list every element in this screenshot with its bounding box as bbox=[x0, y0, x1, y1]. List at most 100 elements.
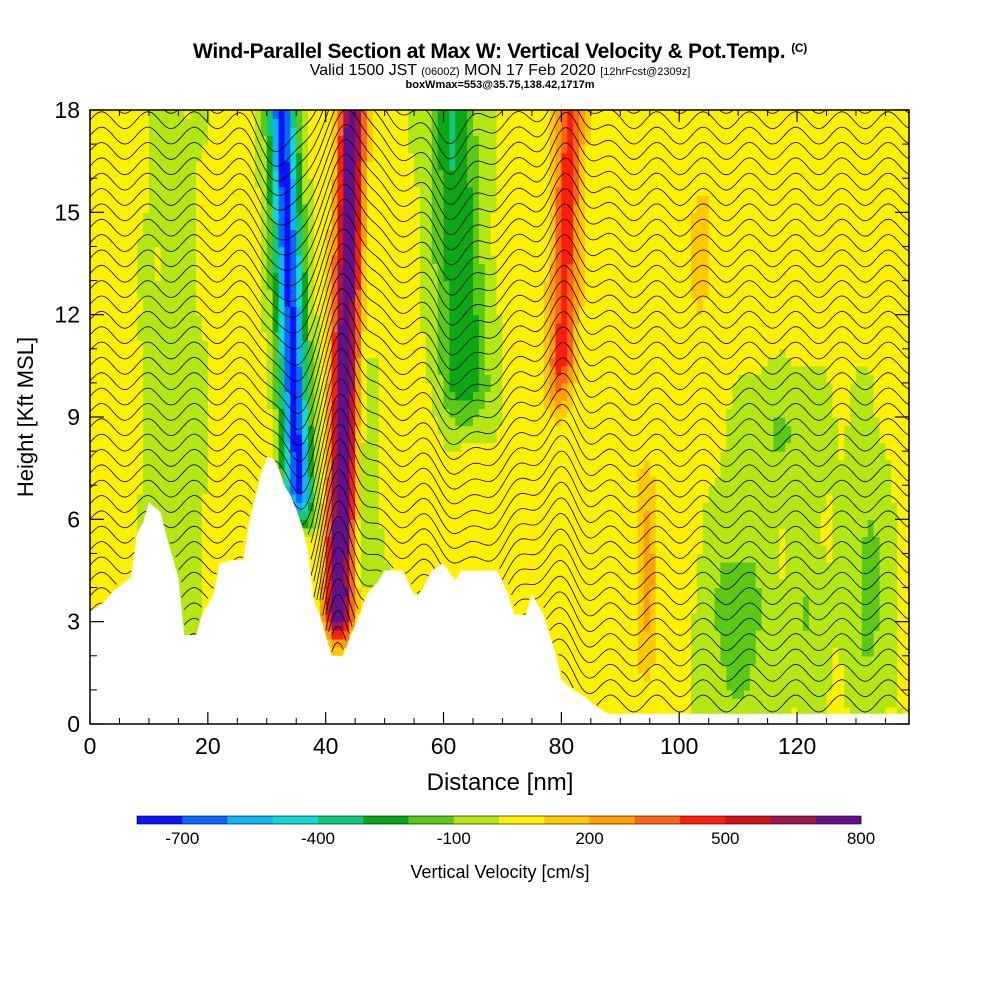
field-cell bbox=[431, 229, 439, 239]
field-cell bbox=[143, 391, 150, 401]
field-cell bbox=[184, 451, 191, 461]
field-cell bbox=[372, 579, 380, 589]
field-cell bbox=[231, 459, 238, 469]
field-cell bbox=[237, 493, 244, 503]
field-cell bbox=[414, 348, 421, 358]
field-cell bbox=[490, 451, 498, 461]
field-cell bbox=[113, 331, 121, 341]
field-cell bbox=[260, 408, 268, 418]
field-cell bbox=[243, 348, 250, 358]
field-cell bbox=[425, 229, 433, 239]
field-cell bbox=[290, 186, 297, 196]
field-cell bbox=[178, 203, 185, 213]
field-cell bbox=[443, 135, 451, 145]
field-cell bbox=[308, 220, 315, 230]
field-cell bbox=[467, 502, 474, 512]
field-cell bbox=[461, 391, 468, 401]
field-cell bbox=[284, 263, 291, 273]
field-cell bbox=[449, 451, 456, 461]
field-cell bbox=[331, 357, 339, 367]
field-cell bbox=[414, 246, 421, 256]
field-cell bbox=[425, 220, 433, 230]
field-cell bbox=[343, 357, 350, 367]
field-cell bbox=[484, 169, 492, 179]
field-cell bbox=[249, 118, 256, 128]
field-cell bbox=[302, 434, 309, 444]
field-cell bbox=[337, 621, 344, 631]
field-cell bbox=[308, 331, 315, 341]
field-cell bbox=[343, 127, 350, 137]
field-cell bbox=[484, 280, 492, 290]
field-cell bbox=[131, 186, 138, 196]
field-cell bbox=[143, 451, 150, 461]
field-cell bbox=[308, 425, 315, 435]
field-cell bbox=[225, 220, 233, 230]
field-cell bbox=[254, 127, 262, 137]
field-cell bbox=[213, 178, 221, 188]
field-cell bbox=[443, 417, 451, 427]
field-cell bbox=[408, 527, 415, 537]
field-cell bbox=[225, 110, 233, 120]
field-cell bbox=[225, 451, 233, 461]
field-cell bbox=[478, 451, 486, 461]
field-cell bbox=[119, 280, 126, 290]
field-cell bbox=[190, 272, 197, 282]
field-cell bbox=[178, 442, 185, 452]
field-cell bbox=[178, 127, 185, 137]
field-cell bbox=[431, 510, 439, 520]
field-cell bbox=[467, 425, 474, 435]
field-cell bbox=[319, 604, 327, 614]
field-cell bbox=[461, 425, 468, 435]
field-cell bbox=[431, 195, 439, 205]
field-cell bbox=[113, 476, 121, 486]
field-cell bbox=[207, 493, 215, 503]
field-cell bbox=[408, 553, 415, 563]
field-cell bbox=[408, 570, 415, 580]
field-cell bbox=[254, 246, 262, 256]
field-cell bbox=[343, 297, 350, 307]
field-cell bbox=[378, 220, 386, 230]
field-cell bbox=[331, 135, 339, 145]
field-cell bbox=[95, 519, 103, 529]
field-cell bbox=[390, 493, 397, 503]
field-cell bbox=[355, 519, 362, 529]
field-cell bbox=[337, 272, 344, 282]
field-cell bbox=[384, 169, 392, 179]
field-cell bbox=[207, 152, 215, 162]
field-cell bbox=[154, 212, 162, 222]
field-cell bbox=[143, 246, 150, 256]
field-cell bbox=[190, 374, 197, 384]
field-cell bbox=[196, 408, 203, 418]
field-cell bbox=[431, 348, 439, 358]
field-cell bbox=[461, 212, 468, 222]
field-cell bbox=[278, 323, 286, 333]
field-cell bbox=[296, 459, 303, 469]
field-cell bbox=[148, 417, 156, 427]
field-cell bbox=[396, 272, 403, 282]
field-cell bbox=[372, 340, 380, 350]
field-cell bbox=[166, 485, 174, 495]
field-cell bbox=[414, 408, 421, 418]
field-cell bbox=[408, 519, 415, 529]
field-cell bbox=[319, 442, 327, 452]
field-cell bbox=[472, 374, 480, 384]
field-cell bbox=[472, 127, 480, 137]
field-cell bbox=[172, 110, 179, 120]
field-cell bbox=[254, 442, 262, 452]
field-cell bbox=[455, 254, 462, 265]
field-cell bbox=[343, 417, 350, 427]
field-cell bbox=[343, 425, 350, 435]
field-cell bbox=[190, 579, 197, 589]
field-cell bbox=[219, 272, 227, 282]
field-cell bbox=[461, 220, 468, 230]
field-cell bbox=[113, 382, 121, 393]
field-cell bbox=[484, 314, 492, 324]
field-cell bbox=[266, 323, 274, 333]
field-cell bbox=[414, 340, 421, 350]
field-cell bbox=[296, 391, 303, 401]
field-cell bbox=[219, 374, 227, 384]
field-cell bbox=[461, 348, 468, 358]
field-cell bbox=[178, 374, 185, 384]
field-cell bbox=[125, 203, 132, 213]
field-cell bbox=[461, 127, 468, 137]
